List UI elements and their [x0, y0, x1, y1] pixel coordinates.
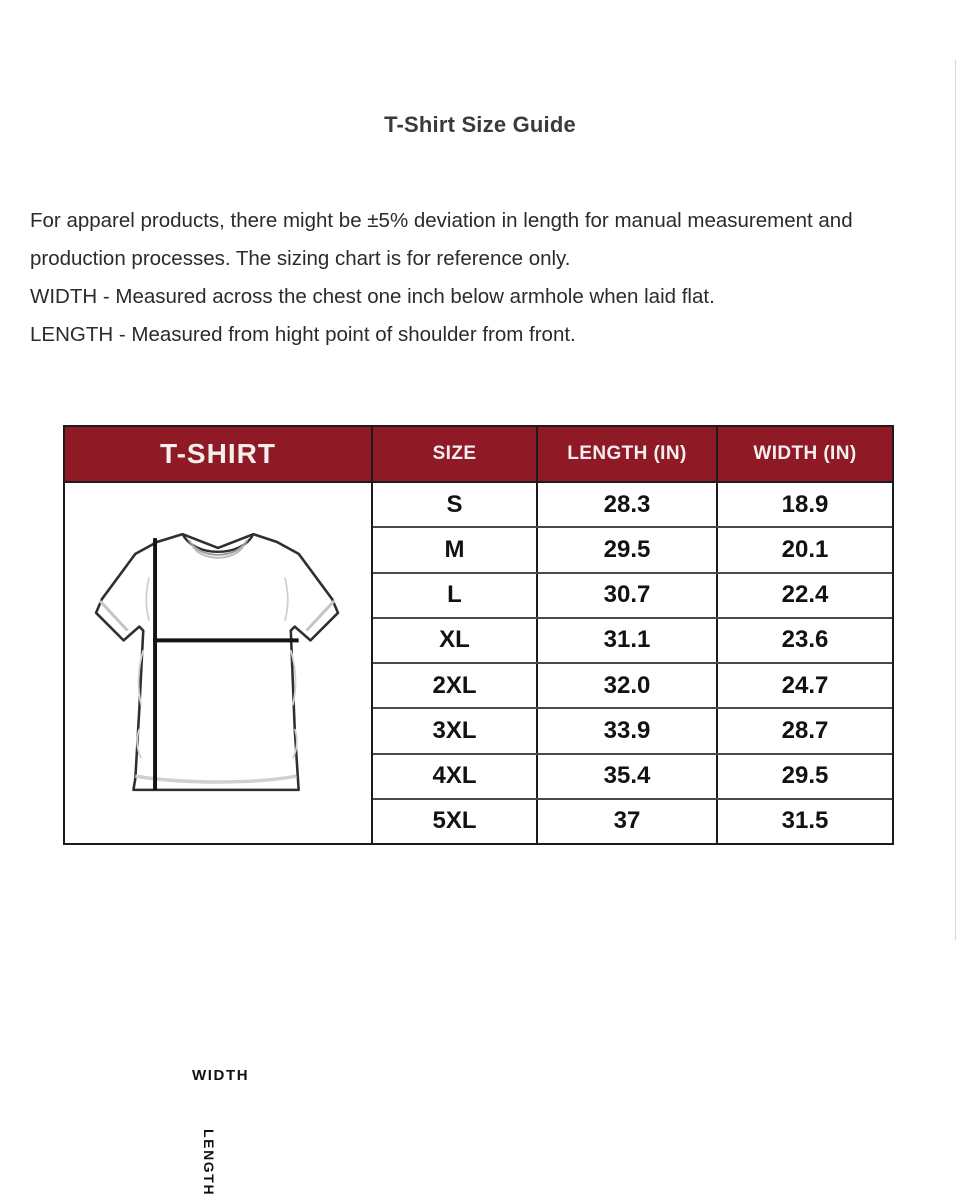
- table-rows-area: S 28.3 18.9 M 29.5 20.1 L 30.7 22.4 XL 3…: [373, 483, 892, 843]
- cell-length: 31.1: [538, 618, 718, 662]
- cell-width: 20.1: [781, 535, 829, 563]
- table-row: 5XL 37 31.5: [373, 799, 892, 843]
- right-edge-rule: [955, 60, 956, 940]
- cell-size: L: [373, 573, 538, 617]
- table-row: L 30.7 22.4: [373, 573, 892, 619]
- table-body: WIDTH LENGTH S 28.3 18.9 M 29.5 20.1 L 3…: [65, 483, 892, 1196]
- intro-paragraph: For apparel products, there might be ±5%…: [30, 209, 853, 270]
- table-row: XL 31.1 23.6: [373, 618, 892, 664]
- cell-length: 28.3: [538, 483, 718, 527]
- cell-width: 29.5: [781, 762, 829, 790]
- cell-width: 31.5: [781, 807, 829, 835]
- cell-size: XL: [373, 618, 538, 662]
- width-definition: WIDTH - Measured across the chest one in…: [30, 285, 715, 308]
- page-title: T-Shirt Size Guide: [384, 112, 576, 137]
- cell-length: 29.5: [538, 528, 718, 572]
- cell-length: 35.4: [538, 754, 718, 798]
- cell-size: 5XL: [373, 799, 538, 843]
- table-header-length: LENGTH (IN): [538, 427, 718, 481]
- table-row: S 28.3 18.9: [373, 483, 892, 529]
- intro-text-block: For apparel products, there might be ±5%…: [30, 202, 896, 354]
- cell-length: 32.0: [538, 664, 718, 708]
- cell-width: 22.4: [781, 581, 829, 609]
- cell-size: S: [373, 483, 538, 527]
- cell-length: 37: [538, 799, 718, 843]
- cell-size: 3XL: [373, 709, 538, 753]
- table-header-size: SIZE: [373, 427, 538, 481]
- cell-width: 28.7: [781, 716, 829, 744]
- tshirt-diagram-cell: WIDTH LENGTH: [65, 483, 373, 1196]
- table-header-row: T-SHIRT SIZE LENGTH (IN) WIDTH (IN): [65, 427, 892, 483]
- table-row: 2XL 32.0 24.7: [373, 664, 892, 710]
- table-header-width: WIDTH (IN): [753, 443, 857, 464]
- diagram-width-label: WIDTH: [192, 1067, 250, 1084]
- diagram-length-label: LENGTH: [201, 1129, 217, 1196]
- cell-size: 2XL: [373, 664, 538, 708]
- size-chart-table: T-SHIRT SIZE LENGTH (IN) WIDTH (IN): [63, 425, 894, 1196]
- table-row: 4XL 35.4 29.5: [373, 754, 892, 800]
- table-header-brand: T-SHIRT: [65, 427, 373, 481]
- table-row: 3XL 33.9 28.7: [373, 709, 892, 755]
- cell-width: 18.9: [781, 490, 829, 518]
- table-row: M 29.5 20.1: [373, 528, 892, 574]
- cell-length: 30.7: [538, 573, 718, 617]
- cell-size: 4XL: [373, 754, 538, 798]
- cell-width: 24.7: [781, 671, 829, 699]
- cell-size: M: [373, 528, 538, 572]
- tshirt-illustration-icon: [94, 532, 340, 792]
- length-definition: LENGTH - Measured from hight point of sh…: [30, 323, 576, 346]
- cell-width: 23.6: [781, 626, 829, 654]
- cell-length: 33.9: [538, 709, 718, 753]
